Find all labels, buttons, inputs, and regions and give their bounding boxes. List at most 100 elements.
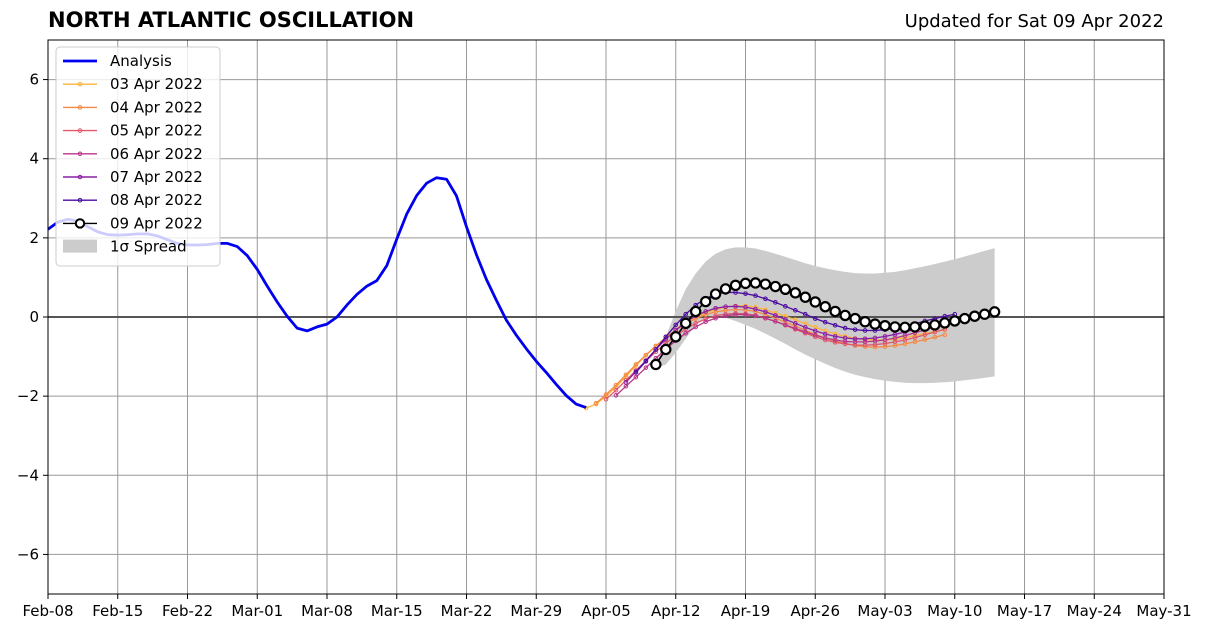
series-point xyxy=(683,311,689,317)
series-point xyxy=(822,331,828,337)
series-point xyxy=(862,328,868,333)
series-point xyxy=(739,277,752,290)
series-point xyxy=(909,321,921,333)
legend-label: 09 Apr 2022 xyxy=(110,214,203,232)
legend-label: Analysis xyxy=(110,52,172,70)
series-point xyxy=(922,337,928,342)
series-point xyxy=(769,280,782,293)
series-point xyxy=(623,379,629,385)
legend-marker xyxy=(77,81,83,87)
series-point xyxy=(892,332,898,337)
series-point xyxy=(613,387,619,393)
x-tick-label: Mar-01 xyxy=(231,602,283,620)
x-tick-label: Mar-22 xyxy=(441,602,493,620)
series-point xyxy=(902,337,908,343)
series-point xyxy=(799,291,811,303)
legend-entry: 03 Apr 2022 xyxy=(63,75,203,93)
series-point xyxy=(839,309,851,322)
series-point xyxy=(842,325,848,331)
series-point xyxy=(922,332,928,338)
legend-entry: 06 Apr 2022 xyxy=(63,145,203,163)
series-point xyxy=(889,321,901,333)
series-point xyxy=(699,295,712,308)
series-point xyxy=(783,304,788,309)
series-point xyxy=(753,293,758,298)
legend-label: 1σ Spread xyxy=(110,238,187,256)
series-point xyxy=(643,365,649,370)
series-point xyxy=(703,319,708,325)
series-point xyxy=(773,313,778,318)
series-point xyxy=(593,400,599,406)
series-point xyxy=(749,277,762,289)
series-point xyxy=(849,312,861,325)
y-tick-label: 2 xyxy=(29,229,39,247)
series-point xyxy=(793,326,798,331)
legend-label: 03 Apr 2022 xyxy=(110,75,203,93)
series-line xyxy=(615,313,945,396)
legend-marker xyxy=(77,105,83,110)
series-point xyxy=(643,352,649,358)
series-point xyxy=(743,291,748,296)
series-point xyxy=(613,393,619,398)
legend-label: 08 Apr 2022 xyxy=(110,191,203,209)
series-point xyxy=(819,301,831,313)
series-point xyxy=(753,313,758,319)
series-point xyxy=(968,310,981,322)
series-point xyxy=(793,321,798,326)
series-point xyxy=(613,382,619,388)
series-point xyxy=(603,397,609,402)
series-point xyxy=(643,359,649,364)
legend-entry: 04 Apr 2022 xyxy=(63,98,203,116)
x-tick-label: Mar-08 xyxy=(301,602,353,620)
series-point xyxy=(809,296,821,308)
y-tick-label: 0 xyxy=(29,308,39,326)
series-point xyxy=(869,318,881,330)
legend-label: 04 Apr 2022 xyxy=(110,98,203,116)
legend-label: 07 Apr 2022 xyxy=(110,168,203,186)
legend-entry: 05 Apr 2022 xyxy=(63,122,203,140)
series-point xyxy=(703,309,708,314)
series-point xyxy=(852,327,858,332)
legend: Analysis 03 Apr 2022 04 Apr 2022 05 Apr 202… xyxy=(55,46,221,267)
x-tick-label: Mar-15 xyxy=(371,602,423,620)
series-point xyxy=(673,322,679,328)
series-point xyxy=(929,319,941,331)
y-tick-label: −2 xyxy=(17,387,39,405)
series-point xyxy=(759,278,772,290)
x-tick-label: Apr-05 xyxy=(581,602,631,620)
series-point xyxy=(932,334,938,340)
series-point xyxy=(912,339,918,345)
series-point xyxy=(959,312,971,325)
series-point xyxy=(802,324,808,330)
series-point xyxy=(633,374,639,380)
series-point xyxy=(709,288,722,300)
series-point xyxy=(879,320,891,332)
legend-marker xyxy=(77,197,83,203)
series-point xyxy=(773,300,778,305)
chart-title: NORTH ATLANTIC OSCILLATION xyxy=(48,8,415,32)
series-point xyxy=(719,283,732,295)
series-point xyxy=(680,317,692,330)
series-point xyxy=(689,305,702,318)
series-point xyxy=(763,315,768,321)
axis-ticks: Feb-08 Feb-15 Feb-22 Mar-01 Mar-08 Mar-15 Mar-… xyxy=(17,71,1192,620)
series-point xyxy=(812,332,818,338)
series-point xyxy=(660,343,672,356)
legend-label: 05 Apr 2022 xyxy=(110,122,203,140)
legend-marker xyxy=(77,128,83,133)
y-tick-label: 6 xyxy=(29,71,39,89)
series-point xyxy=(623,372,629,378)
legend-swatch xyxy=(63,239,97,253)
series-point xyxy=(743,304,748,310)
series-point xyxy=(793,307,798,313)
x-tick-label: May-31 xyxy=(1136,602,1191,620)
series-point xyxy=(633,370,639,375)
forecast-series xyxy=(583,277,1001,411)
series-point xyxy=(899,321,911,333)
series-point xyxy=(939,317,951,329)
series-point xyxy=(978,308,991,320)
legend-marker xyxy=(74,218,86,229)
x-tick-label: May-10 xyxy=(927,602,982,620)
legend-entry: 08 Apr 2022 xyxy=(63,191,203,209)
series-point xyxy=(872,335,878,341)
